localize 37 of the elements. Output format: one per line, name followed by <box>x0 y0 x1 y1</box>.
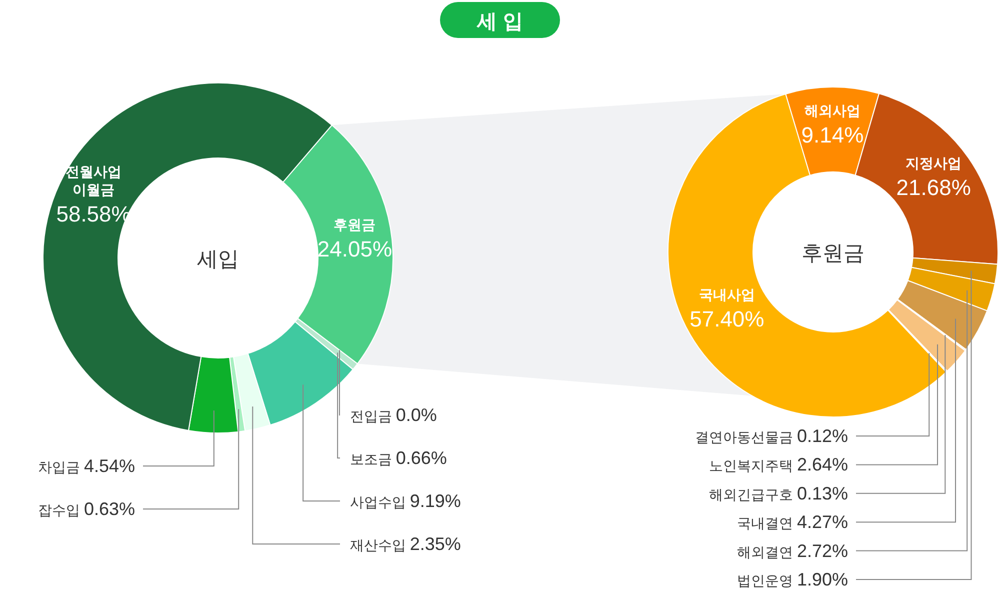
data-label: 9.19% <box>410 491 461 511</box>
data-label: 4.27% <box>796 512 848 532</box>
text: 세입 <box>197 248 239 271</box>
data-label: 58.58% <box>56 202 131 227</box>
text: 후원금 <box>802 242 864 265</box>
slice-label: 국내결연 <box>737 515 797 532</box>
data-label: 0.12% <box>796 426 848 446</box>
slice-label: 해외긴급구호 <box>709 486 797 502</box>
slice-label: 노인복지주택 <box>709 458 797 474</box>
slice-label: 사업수입 <box>350 494 410 510</box>
data-label: 4.54% <box>84 456 135 476</box>
data-label: 0.13% <box>796 483 848 504</box>
data-label: 2.64% <box>796 454 848 475</box>
data-label: 21.68% <box>896 175 971 200</box>
data-label: 1.90% <box>796 570 848 590</box>
data-label: 0.66% <box>396 448 447 468</box>
data-label: 24.05% <box>317 236 392 262</box>
slice-label: 지정사업 <box>906 155 962 172</box>
data-label: 2.72% <box>796 540 848 561</box>
text: 0.0% <box>396 405 437 425</box>
data-label: 0.63% <box>84 499 135 519</box>
slice-label: 보조금 <box>350 451 396 467</box>
slice-label: 해외사업 <box>804 102 860 118</box>
slice-label: 해외결연 <box>737 544 797 560</box>
category-label: 전입금 <box>350 408 392 424</box>
slice-label: 후원금 <box>334 216 376 232</box>
slice-label: 재산수입 <box>350 537 410 553</box>
slice-label: 국내사업 <box>698 286 755 302</box>
data-label: 2.35% <box>410 534 461 554</box>
slice-label: 잡수입 <box>38 502 84 518</box>
data-label: 57.40% <box>690 306 764 332</box>
slice-label: 전월사업 이월금 <box>66 164 122 198</box>
data-label: 9.14% <box>801 122 864 148</box>
chart-title: 세 입 <box>476 11 523 33</box>
slice-label: 법인운영 <box>737 572 797 588</box>
slice-label: 차입금 <box>38 459 84 475</box>
slice-label: 결연아동선물금 <box>695 429 797 445</box>
